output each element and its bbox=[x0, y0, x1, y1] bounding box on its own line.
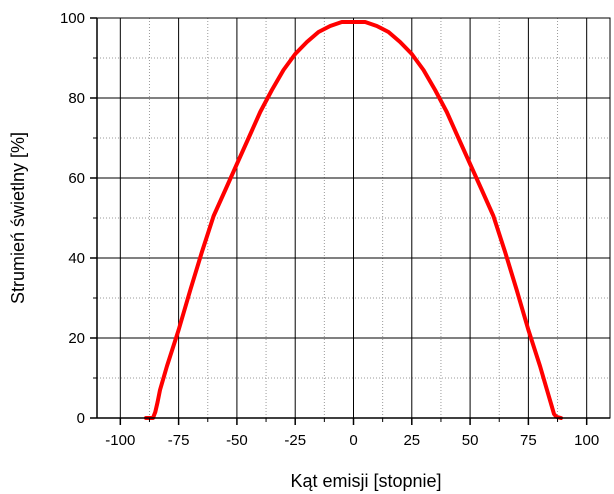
x-tick-label: -100 bbox=[105, 432, 135, 449]
x-tick-label: 100 bbox=[574, 432, 599, 449]
y-tick-label: 40 bbox=[68, 250, 85, 267]
y-axis-title: Strumień świetlny [%] bbox=[8, 132, 28, 304]
y-tick-label: 80 bbox=[68, 90, 85, 107]
data-series-line bbox=[144, 20, 563, 420]
grid bbox=[97, 17, 610, 419]
x-axis-title: Kąt emisji [stopnie] bbox=[290, 471, 441, 491]
ticks bbox=[90, 17, 588, 425]
x-tick-label: -25 bbox=[284, 432, 306, 449]
x-tick-label: -50 bbox=[226, 432, 248, 449]
y-tick-label: 60 bbox=[68, 170, 85, 187]
x-tick-label: 50 bbox=[462, 432, 479, 449]
tick-labels: -100 -75 -50 -25 0 25 50 75 100 0 20 40 60 80 100 bbox=[60, 10, 599, 449]
x-tick-label: 75 bbox=[520, 432, 537, 449]
y-tick-label: 100 bbox=[60, 10, 85, 27]
curve-layer bbox=[144, 20, 563, 420]
x-tick-label: 25 bbox=[403, 432, 420, 449]
x-tick-label: 0 bbox=[349, 432, 357, 449]
x-tick-label: -75 bbox=[168, 432, 190, 449]
y-tick-label: 0 bbox=[77, 410, 85, 427]
y-tick-label: 20 bbox=[68, 330, 85, 347]
